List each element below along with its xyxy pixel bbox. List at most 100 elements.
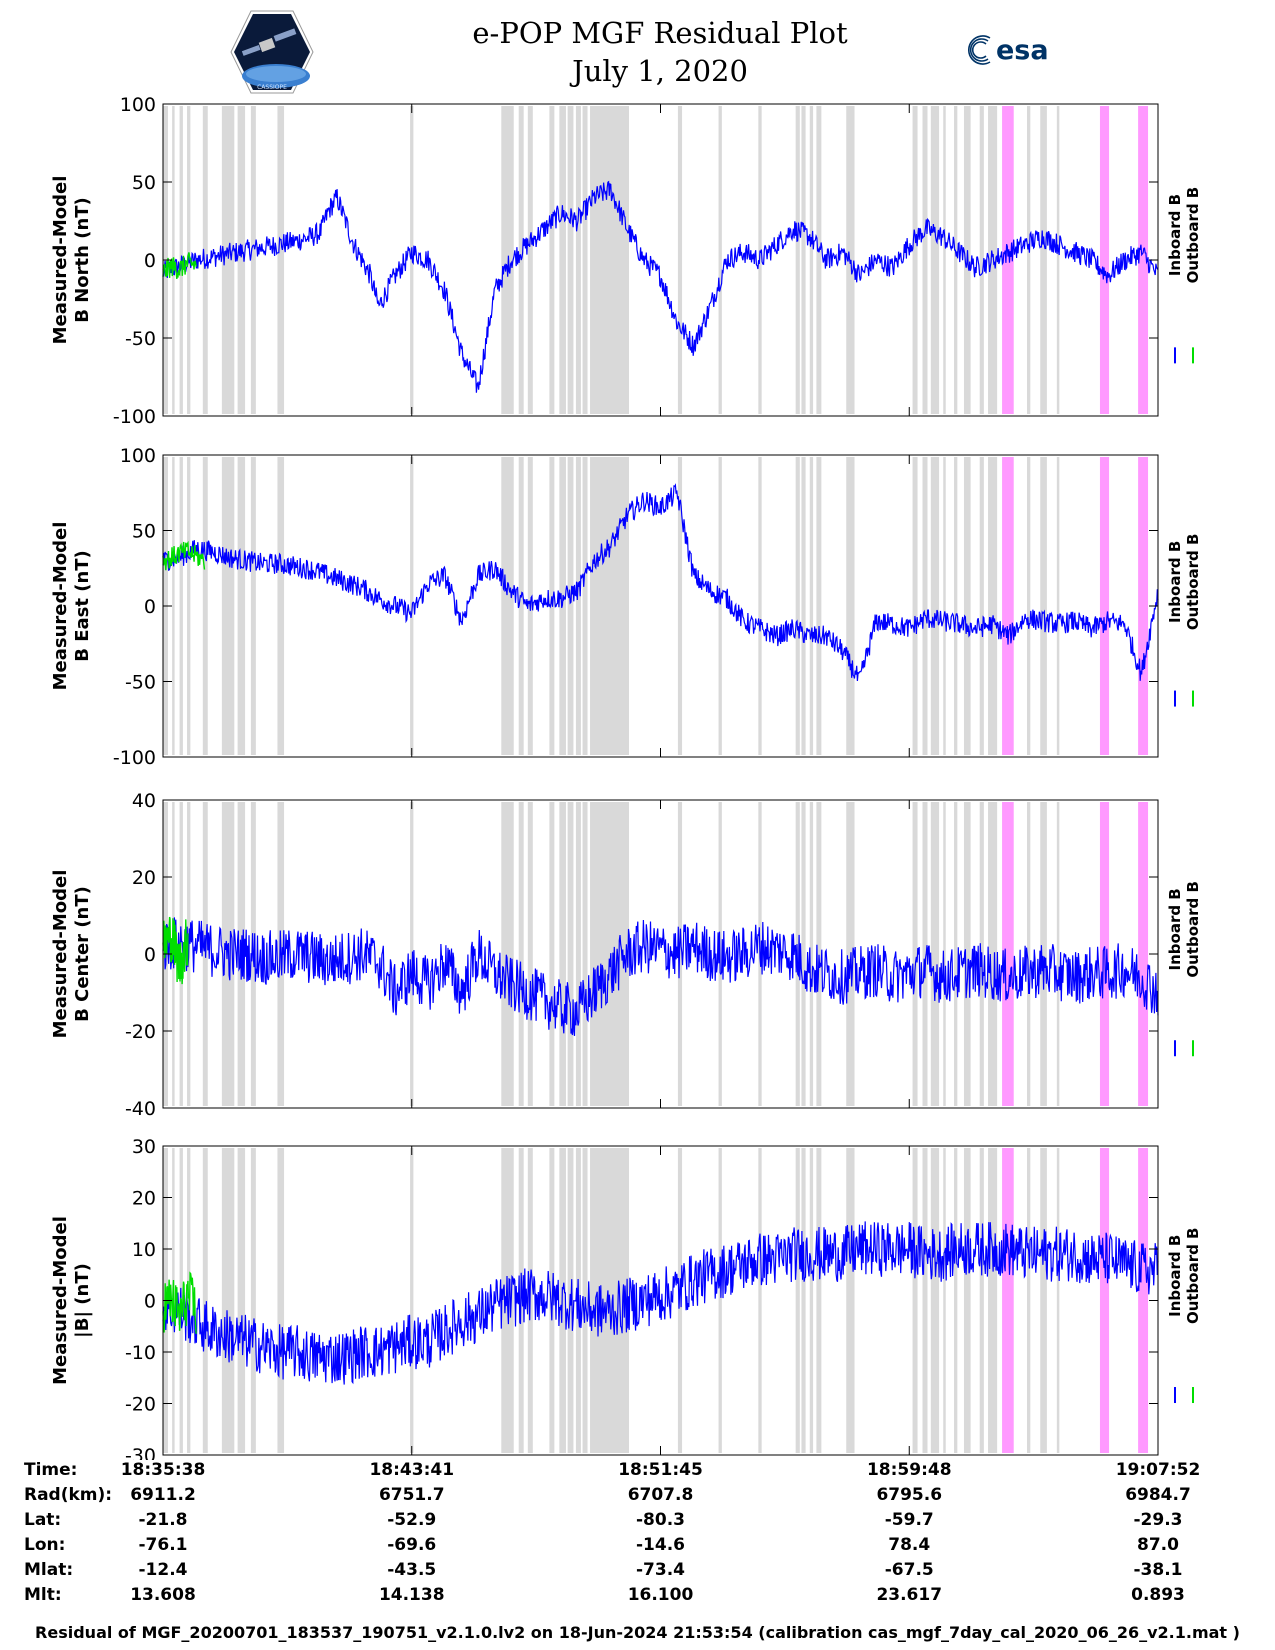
data-gap-band: [179, 457, 183, 755]
info-cell: -52.9: [387, 1510, 437, 1530]
data-gap-band: [809, 1148, 814, 1453]
data-gap-band: [410, 802, 414, 1106]
data-gap-band: [954, 106, 958, 414]
data-gap-band: [846, 1148, 855, 1453]
data-gap-band: [979, 106, 984, 414]
data-gap-band: [518, 802, 524, 1106]
data-gap-band: [549, 802, 555, 1106]
info-cell: -59.7: [884, 1510, 934, 1530]
data-gap-band: [922, 106, 928, 414]
info-cell: 19:07:52: [1115, 1460, 1201, 1480]
info-cell: 23.617: [876, 1585, 943, 1605]
data-gap-band: [582, 106, 588, 414]
info-cell: -80.3: [636, 1510, 685, 1530]
y-axis-label-line1: Measured-Model: [50, 522, 71, 691]
data-gap-band: [501, 106, 514, 414]
y-tick-label: 50: [132, 172, 156, 194]
data-gap-band: [567, 802, 574, 1106]
data-gap-band: [582, 802, 588, 1106]
y-tick-label: 40: [132, 790, 156, 812]
info-cell: -73.4: [636, 1560, 685, 1580]
data-gap-band: [677, 457, 683, 755]
info-cell: -12.4: [138, 1560, 188, 1580]
data-gap-band: [795, 1148, 800, 1453]
data-gap-band: [922, 457, 928, 755]
info-cell: 14.138: [378, 1585, 445, 1605]
legend-label-outboard: Outboard B: [1184, 534, 1202, 631]
data-gap-band: [567, 457, 574, 755]
y-tick-label: 20: [132, 867, 156, 889]
data-gap-band: [501, 802, 514, 1106]
info-cell: 18:43:41: [369, 1460, 455, 1480]
y-axis-label-line2: B Center (nT): [72, 886, 93, 1022]
data-gap-band: [912, 1148, 918, 1453]
info-row: Lat: -21.8 -52.9 -80.3 -59.7 -29.3: [0, 1510, 1275, 1534]
flag-band: [1002, 802, 1014, 1106]
data-gap-band: [954, 457, 958, 755]
y-tick-label: -30: [125, 1445, 156, 1460]
data-gap-band: [277, 106, 285, 414]
data-gap-band: [922, 1148, 928, 1453]
data-gap-band: [795, 106, 800, 414]
data-gap-band: [1026, 802, 1031, 1106]
data-gap-band: [1056, 106, 1060, 414]
data-gap-band: [410, 106, 414, 414]
y-tick-label: 0: [144, 250, 156, 272]
data-gap-band: [809, 802, 814, 1106]
title-line-2: July 1, 2020: [572, 54, 748, 88]
y-tick-label: -100: [113, 747, 156, 769]
data-gap-band: [202, 1148, 208, 1453]
y-tick-label: 0: [144, 596, 156, 618]
data-gap-band: [930, 457, 940, 755]
info-cell: -43.5: [387, 1560, 437, 1580]
data-gap-band: [237, 106, 246, 414]
data-gap-band: [922, 802, 928, 1106]
y-tick-label: 10: [132, 1239, 156, 1261]
data-gap-band: [930, 1148, 940, 1453]
y-tick-label: -50: [125, 672, 156, 694]
info-row-label: Lat:: [24, 1510, 62, 1530]
data-gap-band: [590, 457, 629, 755]
data-gap-band: [912, 457, 918, 755]
data-gap-band: [963, 802, 971, 1106]
data-gap-band: [963, 1148, 971, 1453]
flag-band: [1002, 106, 1014, 414]
info-cell: -69.6: [387, 1535, 437, 1555]
chart-panel-3: -40 -20 0 20 40 Measured-Model B Center (nT) In…: [50, 790, 1202, 1120]
data-gap-band: [527, 106, 533, 414]
data-gap-band: [518, 457, 524, 755]
data-gap-band: [582, 457, 588, 755]
data-gap-band: [277, 1148, 285, 1453]
data-gap-band: [277, 457, 285, 755]
info-cell: 0.893: [1131, 1585, 1185, 1605]
info-row-label: Mlt:: [24, 1585, 62, 1605]
data-gap-band: [943, 106, 946, 414]
title-line-1: e-POP MGF Residual Plot: [472, 16, 848, 50]
legend-label-inboard: Inboard B: [1166, 1235, 1184, 1317]
data-gap-band: [1040, 1148, 1047, 1453]
info-row: Lon: -76.1 -69.6 -14.6 78.4 87.0: [0, 1535, 1275, 1559]
flag-band: [1099, 1148, 1110, 1453]
info-cell: 87.0: [1137, 1535, 1179, 1555]
data-gap-band: [988, 802, 998, 1106]
orbit-info-table: Time: 18:35:38 18:43:41 18:51:45 18:59:48 19:…: [0, 1460, 1275, 1620]
y-axis-label-line2: B East (nT): [72, 550, 93, 662]
data-gap-band: [1056, 457, 1060, 755]
y-axis-label-line1: Measured-Model: [50, 870, 71, 1039]
y-axis-label-line2: B North (nT): [72, 197, 93, 323]
logo-left-text: CASSIOPE: [257, 84, 287, 91]
info-row: Mlt: 13.608 14.138 16.100 23.617 0.893: [0, 1585, 1275, 1609]
data-gap-band: [1026, 106, 1031, 414]
y-tick-label: -50: [125, 328, 156, 350]
info-cell: 18:35:38: [120, 1460, 206, 1480]
data-gap-band: [1026, 457, 1031, 755]
data-gap-band: [590, 106, 629, 414]
y-tick-label: 20: [132, 1188, 156, 1210]
plot-title: e-POP MGF Residual Plot July 1, 2020: [340, 14, 980, 90]
y-tick-label: 100: [120, 445, 156, 467]
legend-label-outboard: Outboard B: [1184, 1227, 1202, 1324]
data-gap-band: [816, 1148, 822, 1453]
data-gap-band: [677, 106, 683, 414]
info-cell: -29.3: [1133, 1510, 1183, 1530]
flag-band: [1099, 457, 1110, 755]
